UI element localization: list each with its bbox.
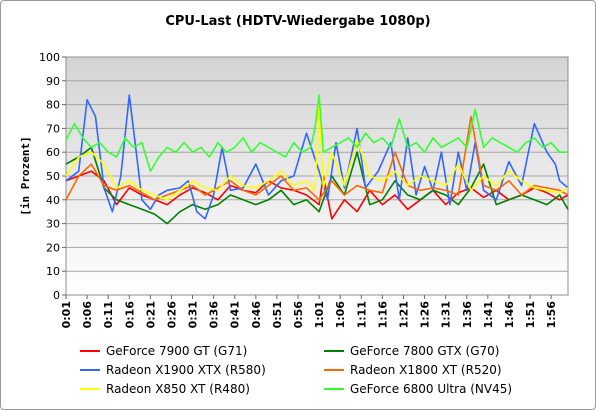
series-line-6 [65,94,568,172]
x-tick-label: 1:56 [545,301,558,329]
x-tick-label: 0:11 [102,301,115,328]
x-tick-label: 0:41 [229,301,242,328]
x-tick-label: 1:11 [355,301,368,328]
x-tick-label: 1:31 [440,301,453,328]
series-line-4 [65,115,569,201]
x-tick-label: 1:26 [419,301,432,329]
x-tick-label: 0:46 [250,301,263,329]
y-tick-label: 50 [46,170,60,183]
chart-title: CPU-Last (HDTV-Wiedergabe 1080p) [165,14,431,29]
legend-label: Radeon X850 XT (R480) [106,382,250,396]
x-tick-label: 1:21 [397,301,410,328]
x-tick-label: 1:41 [482,301,495,328]
x-tick-label: 0:06 [81,301,94,329]
y-tick-label: 0 [53,289,60,302]
legend-swatch [324,349,344,352]
legend-label: GeForce 7900 GT (G71) [106,344,248,358]
legend-swatch [80,349,100,352]
legend-swatch [80,368,100,371]
x-tick-label: 1:51 [524,301,537,328]
x-tick-label: 0:01 [60,301,73,328]
x-tick-label: 1:06 [334,301,347,329]
y-tick-label: 40 [46,194,60,207]
legend-swatch [80,387,100,390]
legend-entry: GeForce 6800 Ultra (NV45) [324,382,512,396]
x-tick-label: 0:16 [123,301,136,329]
y-tick-label: 10 [46,265,60,278]
legend-entry: Radeon X1800 XT (R520) [324,363,502,377]
y-axis-label: [in Prozent] [19,136,32,215]
x-tick-label: 0:36 [208,301,221,329]
legend-label: GeForce 6800 Ultra (NV45) [350,382,513,396]
y-tick-label: 20 [46,241,60,254]
legend-entry: GeForce 7800 GTX (G70) [324,344,499,358]
y-tick-label: 60 [46,146,60,159]
x-tick-label: 0:21 [144,301,157,328]
y-tick-label: 30 [46,218,60,231]
legend-label: GeForce 7800 GTX (G70) [350,344,500,358]
x-tick-label: 1:46 [503,301,516,329]
legend-label: Radeon X1900 XTX (R580) [106,363,266,377]
legend-label: Radeon X1800 XT (R520) [350,363,502,377]
x-tick-label: 1:16 [376,301,389,329]
legend-entry: Radeon X1900 XTX (R580) [80,363,266,377]
y-tick-label: 100 [39,51,60,64]
x-tick-label: 1:01 [313,301,326,328]
y-tick-label: 70 [46,122,60,135]
legend-entry: GeForce 7900 GT (G71) [80,344,247,358]
x-tick-label: 0:26 [165,301,178,329]
y-tick-label: 80 [46,99,60,112]
x-tick-label: 0:56 [292,301,305,329]
x-tick-label: 0:31 [187,301,200,328]
x-tick-label: 1:36 [461,301,474,329]
series-line-2 [65,146,569,225]
legend-swatch [324,368,344,371]
legend-entry: Radeon X850 XT (R480) [80,382,250,396]
y-tick-label: 90 [46,75,60,88]
x-tick-label: 0:51 [271,301,284,328]
legend-swatch [324,387,344,390]
